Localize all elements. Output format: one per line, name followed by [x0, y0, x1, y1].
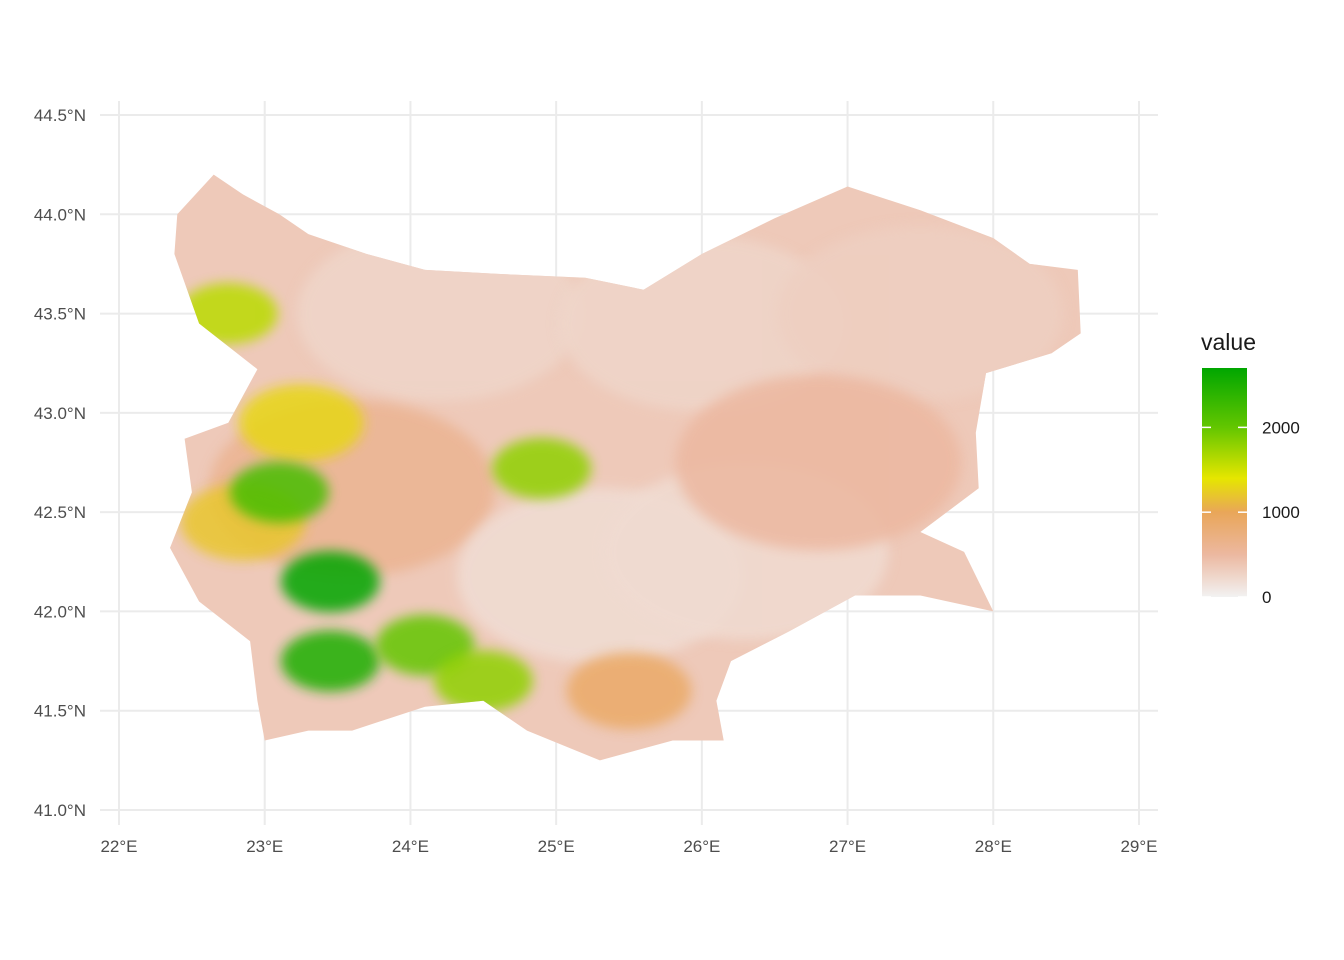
y-tick-label-1: 41.5°N [34, 702, 86, 721]
x-tick-label-5: 27°E [829, 837, 866, 856]
legend-label-0: 0 [1262, 588, 1271, 607]
y-tick-label-4: 43.0°N [34, 404, 86, 423]
elevation-feature-0 [296, 225, 583, 402]
elevation-feature-7 [566, 652, 692, 730]
legend-label-1: 1000 [1262, 503, 1300, 522]
x-tick-label-7: 29°E [1120, 837, 1157, 856]
y-tick-label-2: 42.0°N [34, 602, 86, 621]
legend-label-2: 2000 [1262, 418, 1300, 437]
elevation-feature-11 [280, 551, 380, 613]
x-tick-label-4: 26°E [683, 837, 720, 856]
x-tick-label-6: 28°E [975, 837, 1012, 856]
y-tick-label-3: 42.5°N [34, 503, 86, 522]
x-tick-label-3: 25°E [538, 837, 575, 856]
elevation-feature-15 [229, 461, 329, 523]
elevation-feature-14 [433, 650, 533, 712]
elevation-feature-9 [238, 384, 364, 462]
x-tick-label-1: 23°E [246, 837, 283, 856]
x-axis-ticks: 22°E 23°E 24°E 25°E 26°E 27°E 28°E 29°E [100, 837, 1157, 856]
y-tick-label-7: 44.5°N [34, 106, 86, 125]
y-tick-label-6: 44.0°N [34, 205, 86, 224]
y-tick-label-5: 43.5°N [34, 305, 86, 324]
legend-title: value [1201, 329, 1256, 355]
legend: value 0 1000 2000 [1201, 329, 1300, 607]
elevation-feature-12 [280, 630, 380, 692]
y-tick-label-0: 41.0°N [34, 801, 86, 820]
elevation-feature-6 [675, 374, 962, 551]
elevation-raster [170, 174, 1081, 761]
legend-colorbar [1202, 368, 1247, 597]
y-axis-ticks: 41.0°N 41.5°N 42.0°N 42.5°N 43.0°N 43.5°N 44.0… [34, 106, 86, 820]
x-tick-label-0: 22°E [100, 837, 137, 856]
x-tick-label-2: 24°E [392, 837, 429, 856]
elevation-feature-10 [492, 438, 591, 499]
elevation-feature-2 [777, 225, 1064, 402]
